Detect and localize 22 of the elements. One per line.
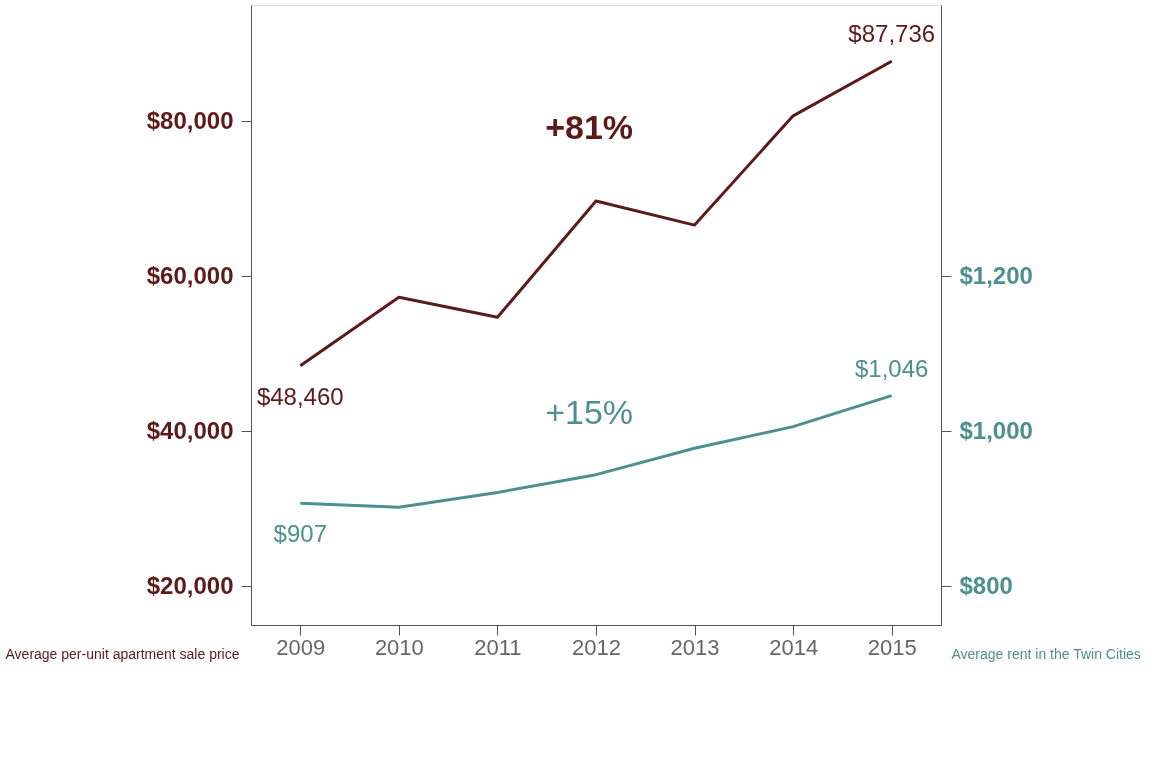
data-label: $907 [273, 520, 327, 548]
y2-axis-title: Average rent in the Twin Cities [951, 645, 1141, 662]
annotation: +81% [545, 108, 634, 146]
data-label: $1,046 [855, 354, 929, 382]
data-label: $87,736 [848, 20, 936, 48]
x-tick-label: 2014 [769, 634, 819, 660]
y-tick-label: $20,000 [146, 571, 234, 599]
y-tick-label: $40,000 [146, 416, 234, 444]
x-tick-label: 2013 [670, 634, 720, 660]
x-tick-label: 2011 [474, 634, 522, 660]
x-tick-label: 2012 [572, 634, 621, 660]
y-tick-label: $80,000 [146, 106, 234, 134]
y-tick-label: $60,000 [146, 261, 234, 289]
x-tick-label: 2015 [867, 634, 917, 660]
x-tick-label: 2010 [374, 634, 424, 660]
y-axis-title: Average per-unit apartment sale price [5, 645, 240, 662]
y2-tick-label: $1,000 [959, 416, 1033, 444]
annotation: +15% [545, 393, 634, 432]
data-label: $48,460 [256, 382, 344, 410]
x-tick-label: 2009 [276, 634, 326, 660]
y2-tick-label: $1,200 [959, 261, 1033, 289]
y2-tick-label: $800 [959, 571, 1013, 599]
